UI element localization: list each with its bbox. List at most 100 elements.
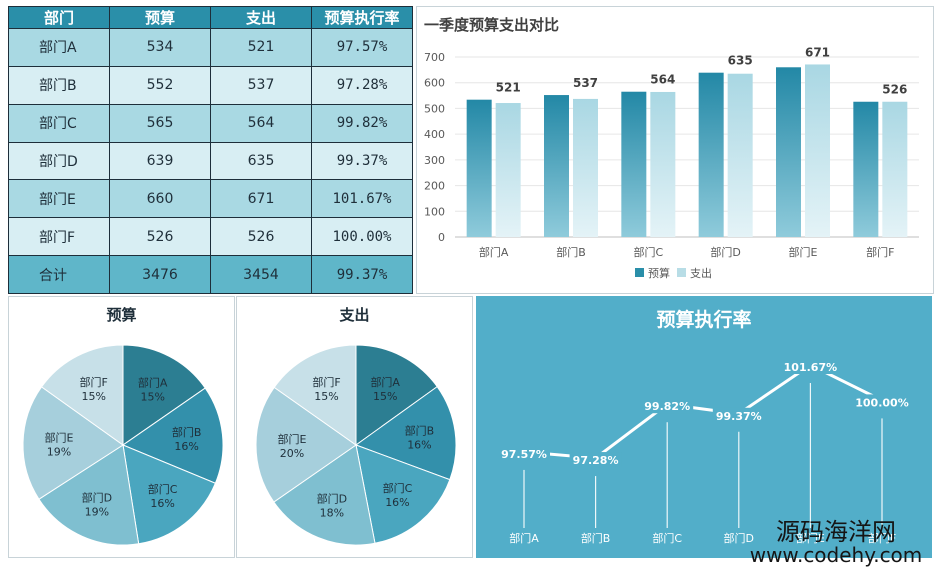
cell-expense: 521: [210, 28, 312, 67]
header-budget: 预算: [109, 6, 211, 29]
pie-slice: [122, 444, 217, 545]
line-label-bg: [498, 445, 550, 461]
budget-pie-panel: 部门A 15% 部门B 16% 部门C 16% 部门D 19% 部门E 19% 部门F 15% 预算: [8, 296, 235, 558]
cell-dept: 部门C: [8, 103, 110, 143]
bar-chart-title: 一季度预算支出对比: [424, 16, 560, 34]
x-tick-label: 部门F: [868, 531, 896, 545]
bar-budget: [544, 95, 569, 237]
pie-label: 部门E: [278, 432, 307, 446]
pie-slice: [40, 344, 124, 446]
rate-line-title: 预算执行率: [656, 309, 752, 331]
pie-label: 部门D: [317, 491, 347, 505]
expense-pie-title: 支出: [339, 306, 370, 324]
rate-line: [523, 363, 883, 460]
pie-percent: 18%: [320, 506, 344, 519]
pie-slice: [38, 444, 140, 546]
bar-budget: [621, 91, 647, 237]
y-tick-label: 300: [424, 154, 445, 167]
cell-dept: 部门B: [8, 65, 110, 105]
pie-slice: [121, 387, 224, 484]
x-tick-label: 部门B: [556, 245, 586, 259]
legend-label-expense: 支出: [690, 266, 712, 280]
pie-label: 部门D: [82, 490, 112, 504]
pie-label: 部门A: [138, 375, 168, 389]
rate-line-panel: 97.57% 部门A 97.28% 部门B 99.82% 部门C 99.37% 部门D 101.…: [476, 296, 932, 558]
bar-data-label: 537: [573, 76, 598, 90]
table-row: 部门D 639 635 99.37%: [8, 141, 413, 181]
pie-label: 部门C: [148, 482, 178, 496]
pie-percent: 16%: [174, 440, 198, 453]
pie-label: 部门A: [370, 375, 400, 389]
bar-expense: [495, 103, 521, 238]
line-data-label: 99.82%: [644, 400, 690, 413]
table-header-row: 部门 预算 支出 预算执行率: [8, 6, 413, 29]
pie-percent: 16%: [150, 497, 174, 510]
line-data-label: 100.00%: [855, 396, 908, 409]
bar-budget: [466, 99, 492, 237]
bar-expense: [882, 101, 908, 237]
bar-expense: [573, 98, 598, 238]
cell-rate: 97.28%: [311, 65, 413, 105]
x-tick-label: 部门D: [710, 245, 740, 259]
line-data-label: 101.67%: [784, 361, 837, 374]
line-label-bg: [569, 452, 622, 468]
cell-rate: 97.57%: [311, 28, 413, 67]
cell-budget: 639: [109, 141, 211, 181]
table-total-row: 合计 3476 3454 99.37%: [8, 255, 413, 294]
pie-slice: [273, 444, 376, 546]
line-data-label: 97.57%: [501, 448, 547, 461]
bar-data-label: 521: [496, 81, 521, 95]
bar-expense: [805, 64, 830, 237]
pie-percent: 19%: [85, 505, 109, 518]
cell-budget: 526: [109, 217, 211, 257]
cell-budget: 565: [109, 103, 211, 143]
cell-total-rate: 99.37%: [311, 255, 413, 294]
x-tick-label: 部门F: [866, 245, 894, 259]
pie-slice: [354, 385, 457, 481]
cell-budget: 552: [109, 65, 211, 105]
bar-budget: [853, 101, 879, 237]
pie-percent: 20%: [280, 447, 304, 460]
cell-expense: 564: [210, 103, 312, 143]
x-tick-label: 部门A: [509, 531, 539, 545]
bar-data-label: 671: [805, 45, 830, 59]
x-tick-label: 部门A: [479, 245, 509, 259]
header-rate: 预算执行率: [311, 6, 413, 29]
x-tick-label: 部门C: [652, 531, 682, 545]
table-row: 部门E 660 671 101.67%: [8, 179, 413, 219]
line-label-bg: [784, 358, 837, 374]
x-tick-label: 部门C: [633, 245, 663, 259]
pie-label: 部门F: [80, 375, 108, 389]
legend-swatch-expense: [677, 268, 686, 277]
cell-rate: 101.67%: [311, 179, 413, 219]
pie-percent: 15%: [140, 390, 164, 403]
cell-rate: 100.00%: [311, 217, 413, 257]
pie-slice: [122, 344, 206, 446]
pie-label: 部门B: [172, 425, 202, 439]
bar-data-label: 635: [728, 54, 753, 68]
table-row: 部门F 526 526 100.00%: [8, 217, 413, 257]
cell-expense: 537: [210, 65, 312, 105]
bar-chart-panel: 0 100 200 300 400 500 600 700 521 部门A 537 部门B 564 部门C…: [416, 6, 934, 294]
cell-total-budget: 3476: [109, 255, 211, 294]
cell-rate: 99.82%: [311, 103, 413, 143]
cell-dept: 部门F: [8, 217, 110, 257]
budget-table: 部门 预算 支出 预算执行率 部门A 534 521 97.57% 部门B 55…: [8, 6, 413, 294]
y-tick-label: 400: [424, 128, 445, 141]
line-data-label: 99.37%: [716, 410, 762, 423]
cell-expense: 526: [210, 217, 312, 257]
x-tick-label: 部门B: [581, 531, 611, 545]
pie-percent: 19%: [47, 445, 71, 458]
line-label-bg: [712, 407, 765, 423]
pie-slice: [355, 444, 451, 544]
y-tick-label: 500: [424, 102, 445, 115]
table-row: 部门B 552 537 97.28%: [8, 65, 413, 105]
cell-expense: 671: [210, 179, 312, 219]
cell-total-label: 合计: [8, 255, 110, 294]
pie-percent: 15%: [314, 390, 338, 403]
y-tick-label: 100: [424, 205, 445, 218]
header-dept: 部门: [8, 6, 110, 29]
pie-percent: 15%: [81, 390, 105, 403]
budget-table-panel: 部门 预算 支出 预算执行率 部门A 534 521 97.57% 部门B 55…: [8, 6, 413, 294]
